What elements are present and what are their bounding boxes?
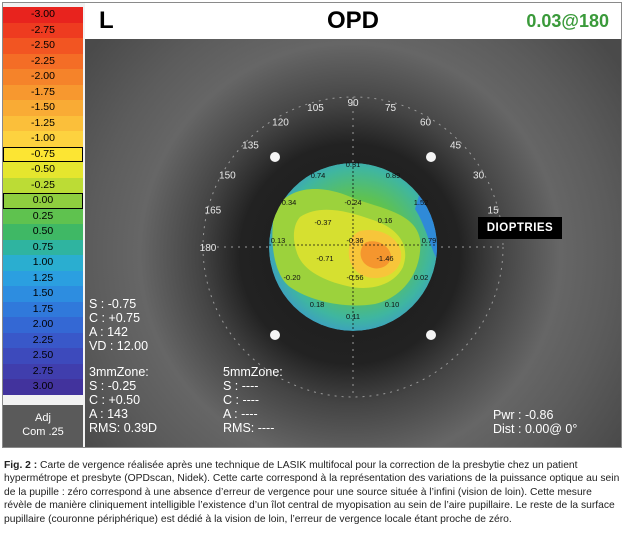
axis-angle-label: 90 [347,98,359,109]
scale-step: 0.00 [3,193,83,209]
map-value-right: 0.79 [422,236,437,245]
corneal-reflexes [270,152,436,340]
scale-adj-label: Adj [35,412,51,424]
scale-step: -2.75 [3,22,83,38]
map-value-bottom-left: 0.18 [310,300,325,309]
scale-step: -0.50 [3,162,83,178]
axis-angle-label: 135 [242,141,259,152]
scale-step: 3.00 [3,379,83,395]
map-title: OPD [326,7,379,34]
axis-angle-label: 105 [307,103,324,114]
scale-step: -2.25 [3,53,83,69]
map-value-upper-right: 0.89 [386,171,401,180]
map-header: L OPD 0.03@180 [85,3,621,40]
scale-adj-box: Adj Com .25 [3,405,83,447]
scale-step: 2.75 [3,363,83,379]
map-value-peak: -1.46 [376,254,393,263]
zone5-readout: 5mmZone: S : ---- C : ---- A : ---- RMS:… [223,365,283,435]
axis-angle-label: 150 [219,171,236,182]
map-value-bottom-right: 0.10 [385,300,400,309]
axis-angle-label: 15 [488,206,500,217]
figure-caption: Fig. 2 : Carte de vergence réalisée aprè… [4,459,620,526]
axis-angle-label: 60 [420,117,432,128]
scale-step: 1.75 [3,301,83,317]
power-readout: Pwr : -0.86 Dist : 0.00@ 0° [493,408,577,436]
eye-image: 90 75 60 45 30 15 180 165 150 135 120 105 0.31 0.74 0… [85,39,621,447]
opd-figure: -3.00 -2.75 -2.50 -2.25 -2.00 -1.75 -1.50 -1.25… [2,2,622,448]
map-value-lower-left: -0.20 [283,273,300,282]
scale-step: -1.00 [3,131,83,147]
dioptry-color-scale: -3.00 -2.75 -2.50 -2.25 -2.00 -1.75 -1.50 -1.25… [3,3,86,447]
axis-angle-label: 45 [450,141,462,152]
scale-step: 2.50 [3,348,83,364]
scale-step: 1.00 [3,255,83,271]
axis-angle-label: 180 [200,243,217,254]
zone5-cylinder: C : ---- [223,393,260,407]
axis-angle-label: 75 [385,103,397,114]
map-value-center: -0.36 [346,236,363,245]
zone3-axis: A : 143 [89,407,128,421]
scale-step: 0.25 [3,208,83,224]
map-value-left-upper: 0.34 [282,198,297,207]
scale-step: 2.00 [3,317,83,333]
axis-angle-label: 30 [473,171,485,182]
angle-guides [202,96,504,398]
scale-step: -1.25 [3,115,83,131]
map-value-right-upper: 1.52 [414,198,429,207]
map-value-lower-right: 0.02 [414,273,429,282]
cylinder-readout: 0.03@180 [526,11,609,31]
scale-step: 1.25 [3,270,83,286]
axis-angle-label: 165 [205,206,222,217]
eye-label: L [99,7,114,34]
map-value-bottom: 0.11 [346,312,360,321]
distance-value: Dist : 0.00@ 0° [493,422,578,436]
map-value-labels: 0.31 0.74 0.89 0.34 -0.37 -0.24 0.16 1.52 0.13 -0… [271,160,437,321]
total-axis: A : 142 [89,325,128,339]
map-value-center-left: -0.71 [316,254,333,263]
zone3-cylinder: C : +0.50 [89,393,141,407]
total-readout: S : -0.75 C : +0.75 A : 142 VD : 12.00 [89,297,148,353]
scale-step: -2.50 [3,38,83,54]
axis-angle-labels: 90 75 60 45 30 15 180 165 150 135 120 105 [200,98,499,254]
scale-step: -1.50 [3,100,83,116]
scale-step: -2.00 [3,69,83,85]
zone3-sphere: S : -0.25 [89,379,137,393]
scale-step: 0.50 [3,224,83,240]
scale-step: 1.50 [3,286,83,302]
scale-step: -0.25 [3,177,83,193]
zone3-readout: 3mmZone: S : -0.25 C : +0.50 A : 143 RMS… [89,365,157,435]
scale-step: -3.00 [3,7,83,23]
caption-label: Fig. 2 : [4,460,38,471]
axis-angle-label: 120 [272,117,289,128]
scale-step: 0.75 [3,239,83,255]
total-vertex-distance: VD : 12.00 [89,339,149,353]
crosshair [269,163,437,331]
map-value-left: 0.13 [271,236,286,245]
total-sphere: S : -0.75 [89,297,137,311]
map-value-top: 0.31 [346,160,361,169]
map-value-mid-upper-center: -0.24 [344,198,361,207]
map-value-mid-upper-left: -0.37 [314,218,331,227]
zone5-sphere: S : ---- [223,379,259,393]
map-value-lower-center: -0.56 [346,273,363,282]
caption-text: Carte de vergence réalisée après une tec… [4,460,620,525]
scale-step: -1.75 [3,84,83,100]
zone3-rms: RMS: 0.39D [89,421,158,435]
scale-com-label: Com .25 [22,426,64,438]
map-value-mid-upper-right: 0.16 [378,216,393,225]
scale-step: -0.75 [3,146,83,162]
zone5-axis: A : ---- [223,407,258,421]
power-value: Pwr : -0.86 [493,408,554,422]
scale-step: 2.25 [3,332,83,348]
map-value-upper-left: 0.74 [311,171,326,180]
zone3-title: 3mmZone: [89,365,149,379]
total-cylinder: C : +0.75 [89,311,141,325]
unit-label: DIOPTRIES [478,217,562,239]
zone5-rms: RMS: ---- [223,421,275,435]
zone5-title: 5mmZone: [223,365,283,379]
